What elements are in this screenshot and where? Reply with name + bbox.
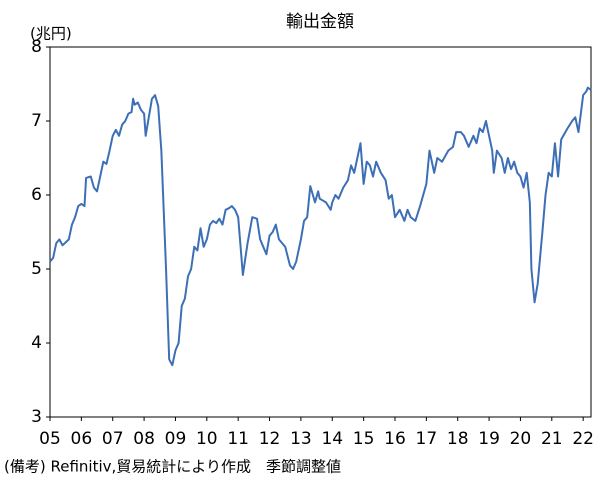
x-tick-label: 19 bbox=[478, 429, 500, 449]
x-tick-label: 11 bbox=[227, 429, 249, 449]
data-line bbox=[49, 86, 592, 367]
x-tick-label: 12 bbox=[259, 429, 281, 449]
x-tick-label: 08 bbox=[133, 429, 155, 449]
y-tick-label: 5 bbox=[31, 259, 42, 279]
x-tick-label: 05 bbox=[39, 429, 61, 449]
x-tick-label: 14 bbox=[321, 429, 343, 449]
y-tick-label: 8 bbox=[31, 37, 42, 57]
y-tick-label: 7 bbox=[31, 111, 42, 131]
x-tick-label: 10 bbox=[196, 429, 218, 449]
y-tick-label: 3 bbox=[31, 407, 42, 427]
x-tick-label: 16 bbox=[384, 429, 406, 449]
y-axis-label: (兆円) bbox=[30, 25, 72, 43]
x-tick-label: 13 bbox=[290, 429, 312, 449]
plot-frame bbox=[49, 46, 592, 418]
x-tick-label: 06 bbox=[71, 429, 93, 449]
x-tick-label: 20 bbox=[510, 429, 532, 449]
x-tick-label: 15 bbox=[353, 429, 375, 449]
x-tick-label: 17 bbox=[416, 429, 438, 449]
x-tick-label: 22 bbox=[572, 429, 594, 449]
x-tick-label: 07 bbox=[102, 429, 124, 449]
y-tick-label: 4 bbox=[31, 333, 42, 353]
x-tick-label: 18 bbox=[447, 429, 469, 449]
x-tick-label: 21 bbox=[541, 429, 563, 449]
chart-title: 輸出金額 bbox=[286, 12, 354, 32]
x-tick-label: 09 bbox=[165, 429, 187, 449]
y-tick-label: 6 bbox=[31, 185, 42, 205]
note: (備考) Refinitiv,貿易統計により作成 季節調整値 bbox=[4, 458, 341, 476]
